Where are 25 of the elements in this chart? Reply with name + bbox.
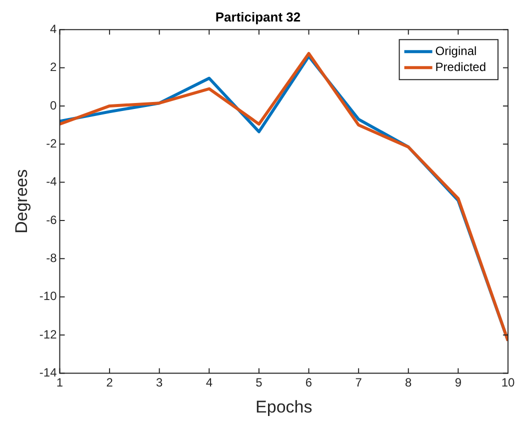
- x-tick-label: 1: [56, 376, 64, 390]
- x-tick-label: 10: [501, 376, 515, 390]
- x-axis-title: Epochs: [256, 397, 312, 416]
- y-tick-label: -12: [39, 327, 58, 342]
- x-tick-label: 7: [355, 376, 362, 390]
- y-tick-label: 2: [50, 60, 58, 74]
- y-tick-label: 4: [50, 22, 58, 36]
- x-tick-label: 3: [156, 376, 164, 390]
- y-tick-label: -10: [39, 289, 58, 304]
- x-tick-label: 5: [256, 376, 263, 390]
- y-axis-title: Degrees: [12, 169, 31, 234]
- chart-title: Participant 32: [215, 9, 301, 24]
- y-tick-label: -6: [46, 212, 58, 227]
- x-tick-label: 4: [206, 376, 213, 390]
- x-tick-label: 6: [305, 376, 312, 390]
- y-tick-label: -4: [46, 174, 58, 189]
- x-tick-label: 8: [405, 376, 412, 390]
- y-tick-label: -14: [39, 366, 58, 380]
- x-tick-label: 9: [454, 376, 462, 390]
- y-tick-label: -2: [46, 136, 58, 150]
- y-tick-label: 0: [50, 98, 58, 112]
- y-tick-label: -8: [46, 250, 58, 265]
- x-tick-label: 2: [106, 376, 114, 390]
- legend-label: Predicted: [435, 60, 486, 74]
- legend-label: Original: [435, 44, 477, 58]
